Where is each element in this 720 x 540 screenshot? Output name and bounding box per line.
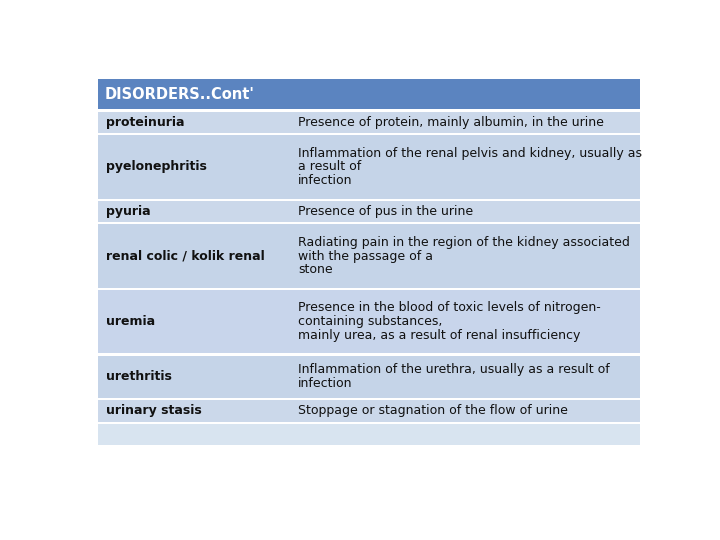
Text: urinary stasis: urinary stasis [106,404,202,417]
Text: Inflammation of the urethra, usually as a result of: Inflammation of the urethra, usually as … [298,363,610,376]
Bar [99,201,290,222]
Bar [290,400,639,422]
Text: a result of: a result of [298,160,361,173]
Bar [99,356,290,398]
Text: infection: infection [298,377,353,390]
Bar [99,400,290,422]
Text: Inflammation of the renal pelvis and kidney, usually as: Inflammation of the renal pelvis and kid… [298,147,642,160]
Text: uremia: uremia [106,315,156,328]
Text: Presence of pus in the urine: Presence of pus in the urine [298,205,474,218]
Bar [290,225,639,288]
Text: stone: stone [298,264,333,276]
Text: urethritis: urethritis [106,370,172,383]
Bar [290,112,639,133]
Text: mainly urea, as a result of renal insufficiency: mainly urea, as a result of renal insuff… [298,329,581,342]
Text: pyelonephritis: pyelonephritis [106,160,207,173]
Text: containing substances,: containing substances, [298,315,443,328]
Bar [290,356,639,398]
Bar [99,135,290,199]
Text: with the passage of a: with the passage of a [298,249,433,262]
Text: infection: infection [298,174,353,187]
Text: Presence of protein, mainly albumin, in the urine: Presence of protein, mainly albumin, in … [298,116,604,129]
Text: Presence in the blood of toxic levels of nitrogen-: Presence in the blood of toxic levels of… [298,301,601,314]
Text: renal colic / kolik renal: renal colic / kolik renal [106,249,265,262]
Text: DISORDERS..Cont': DISORDERS..Cont' [105,87,255,102]
Bar [290,424,639,446]
Bar [99,112,290,133]
Bar [99,290,290,353]
Text: proteinuria: proteinuria [106,116,185,129]
Text: Radiating pain in the region of the kidney associated: Radiating pain in the region of the kidn… [298,236,630,249]
Bar [99,424,290,446]
Text: pyuria: pyuria [106,205,150,218]
Text: Stoppage or stagnation of the flow of urine: Stoppage or stagnation of the flow of ur… [298,404,568,417]
Bar [290,290,639,353]
Bar [99,225,290,288]
Bar [99,79,639,109]
Bar [290,135,639,199]
Bar [290,201,639,222]
